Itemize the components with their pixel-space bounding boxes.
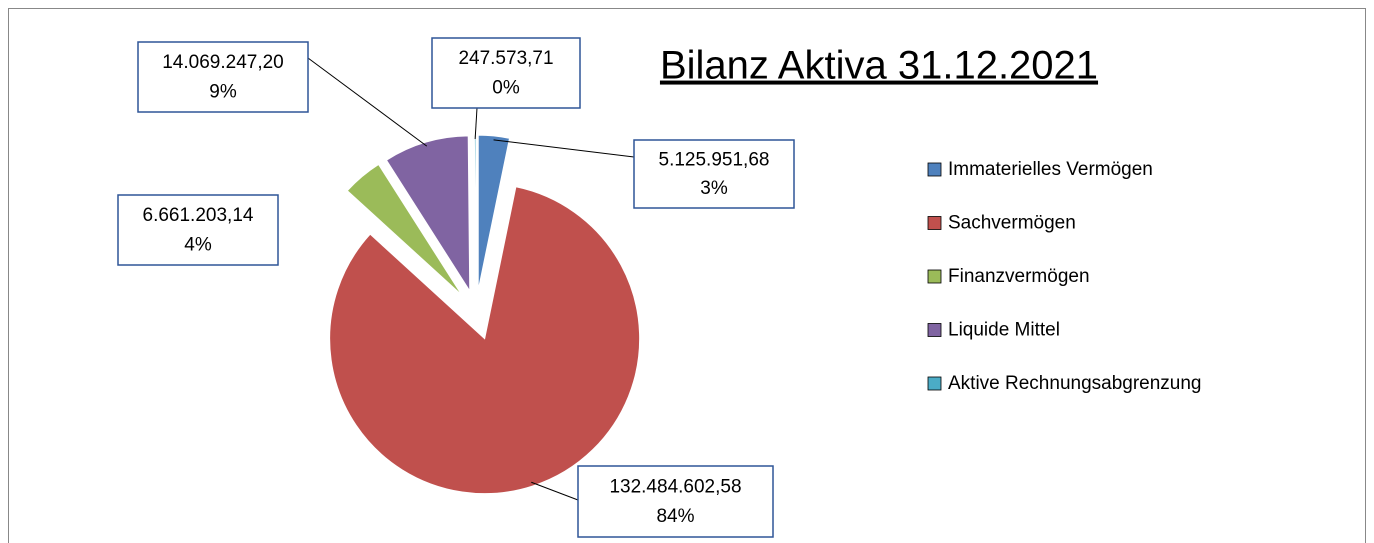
pie-slice (477, 134, 511, 291)
data-label-percent: 9% (209, 81, 237, 102)
legend-swatch (927, 162, 942, 177)
legend-swatch (927, 323, 942, 337)
legend-label: Finanzvermögen (948, 266, 1090, 287)
legend-swatch (927, 216, 942, 230)
pie-slice (346, 163, 463, 296)
leader-line (531, 481, 579, 501)
legend-label: Aktive Rechnungsabgrenzung (948, 373, 1202, 394)
data-label-percent: 4% (184, 234, 212, 255)
data-label-percent: 84% (656, 506, 694, 527)
legend-label: Immaterielles Vermögen (948, 159, 1153, 180)
legend-swatch (927, 269, 942, 284)
data-label: 6.661.203,14 (143, 205, 254, 226)
pie-slice (385, 135, 471, 293)
leader-line (474, 107, 478, 140)
leader-line (307, 57, 428, 147)
data-label: 14.069.247,20 (162, 52, 284, 73)
data-label-box (117, 194, 279, 266)
legend-swatch (927, 376, 942, 391)
data-label-percent: 0% (492, 77, 520, 98)
data-label: 247.573,71 (458, 48, 553, 69)
data-label-box (431, 37, 581, 109)
data-label-box (577, 465, 774, 538)
data-label-percent: 3% (700, 178, 728, 199)
legend-label: Liquide Mittel (948, 320, 1060, 341)
data-label: 132.484.602,58 (609, 476, 741, 497)
leader-line (493, 139, 635, 158)
data-label: 5.125.951,68 (659, 149, 770, 170)
chart-title: Bilanz Aktiva 31.12.2021 (660, 44, 1098, 88)
data-label-box (633, 139, 795, 209)
legend-label: Sachvermögen (948, 213, 1076, 234)
pie-slice (329, 186, 641, 495)
data-label-box (137, 41, 309, 113)
